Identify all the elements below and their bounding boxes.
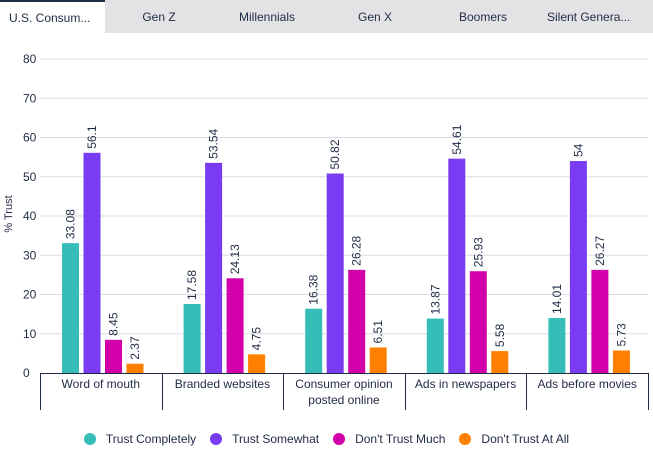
data-label: 33.08 xyxy=(64,209,78,239)
tab-millennials[interactable]: Millennials xyxy=(238,9,296,24)
bar xyxy=(126,363,144,373)
data-label: 6.51 xyxy=(371,320,385,344)
tab-silent-generation[interactable]: Silent Genera... xyxy=(547,9,631,24)
y-tick-label: 30 xyxy=(23,248,37,262)
bar xyxy=(448,158,466,373)
data-label: 16.38 xyxy=(307,274,321,304)
generation-tab-bar: U.S. Consum... Gen Z Millennials Gen X B… xyxy=(0,0,653,33)
tab-gen-x[interactable]: Gen X xyxy=(357,9,393,24)
legend-swatch-trust-somewhat xyxy=(210,433,223,445)
data-label: 53.54 xyxy=(207,129,221,159)
data-label: 54.61 xyxy=(450,124,464,154)
x-tick-label: Word of mouth xyxy=(62,377,140,391)
trust-bar-chart: 0 10 20 30 40 50 60 70 80 % Trust 33.08 17.58 16.38 1… xyxy=(3,52,649,410)
tab-gen-z[interactable]: Gen Z xyxy=(142,9,176,24)
data-label: 2.37 xyxy=(128,336,142,360)
y-tick-label: 10 xyxy=(23,327,37,341)
data-label: 26.27 xyxy=(593,236,607,266)
bar xyxy=(569,161,587,373)
x-tick-label: Branded websites xyxy=(175,377,270,391)
legend-label: Trust Completely xyxy=(105,432,197,446)
legend-item-dont-trust-much[interactable]: Don't Trust Much xyxy=(333,432,445,446)
legend-swatch-dont-trust-much xyxy=(333,433,346,445)
bar xyxy=(226,278,244,373)
tab-us-consumers[interactable]: U.S. Consum... xyxy=(0,0,105,33)
x-tick-label: Ads before movies xyxy=(538,377,637,391)
bar xyxy=(105,339,122,373)
y-tick-label: 80 xyxy=(23,52,37,66)
data-label: 4.75 xyxy=(250,327,264,351)
bar xyxy=(426,318,444,373)
data-label: 24.13 xyxy=(228,244,242,274)
bar xyxy=(369,347,387,373)
y-tick-label: 0 xyxy=(23,366,30,380)
bar xyxy=(469,271,487,373)
data-label: 56.1 xyxy=(85,125,99,149)
bar xyxy=(591,269,609,373)
tab-boomers[interactable]: Boomers xyxy=(458,9,508,24)
data-label: 5.73 xyxy=(614,323,628,347)
bar xyxy=(326,173,344,373)
bar xyxy=(205,162,223,373)
x-tick-label: Consumer opinion xyxy=(295,377,392,391)
data-label: 8.45 xyxy=(107,312,121,336)
bar xyxy=(612,350,630,373)
legend-item-trust-somewhat[interactable]: Trust Somewhat xyxy=(210,432,319,446)
x-tick-label: Ads in newspapers xyxy=(415,377,516,391)
legend-item-dont-trust-at-all[interactable]: Don't Trust At All xyxy=(459,432,569,446)
legend-label: Trust Somewhat xyxy=(232,432,320,446)
data-label: 26.28 xyxy=(350,235,364,265)
bar xyxy=(305,308,323,373)
legend-swatch-trust-completely xyxy=(83,433,96,445)
bar xyxy=(348,269,366,373)
legend-label: Don't Trust Much xyxy=(355,432,446,446)
bar xyxy=(548,318,566,373)
legend-label: Don't Trust At All xyxy=(481,432,570,446)
data-label: 5.58 xyxy=(493,323,507,347)
x-tick-label: posted online xyxy=(308,393,380,407)
bar xyxy=(183,303,201,373)
data-label: 50.82 xyxy=(328,139,342,169)
data-label: 13.87 xyxy=(428,284,442,314)
y-tick-label: 50 xyxy=(23,170,37,184)
bar xyxy=(248,354,266,373)
bar xyxy=(62,243,79,373)
data-label: 14.01 xyxy=(550,284,564,314)
y-tick-label: 60 xyxy=(23,131,37,145)
y-axis-label: % Trust xyxy=(3,195,15,232)
y-tick-label: 70 xyxy=(23,91,37,105)
chart-legend: Trust Completely Trust Somewhat Don't Tr… xyxy=(0,428,653,450)
data-label: 54 xyxy=(571,143,585,157)
legend-item-trust-completely[interactable]: Trust Completely xyxy=(83,432,197,446)
data-label: 25.93 xyxy=(471,237,485,267)
y-tick-label: 40 xyxy=(23,209,37,223)
legend-swatch-dont-trust-at-all xyxy=(459,433,472,445)
bar xyxy=(83,152,101,373)
data-label: 17.58 xyxy=(185,270,199,300)
bar xyxy=(491,351,509,373)
y-tick-label: 20 xyxy=(23,288,37,302)
